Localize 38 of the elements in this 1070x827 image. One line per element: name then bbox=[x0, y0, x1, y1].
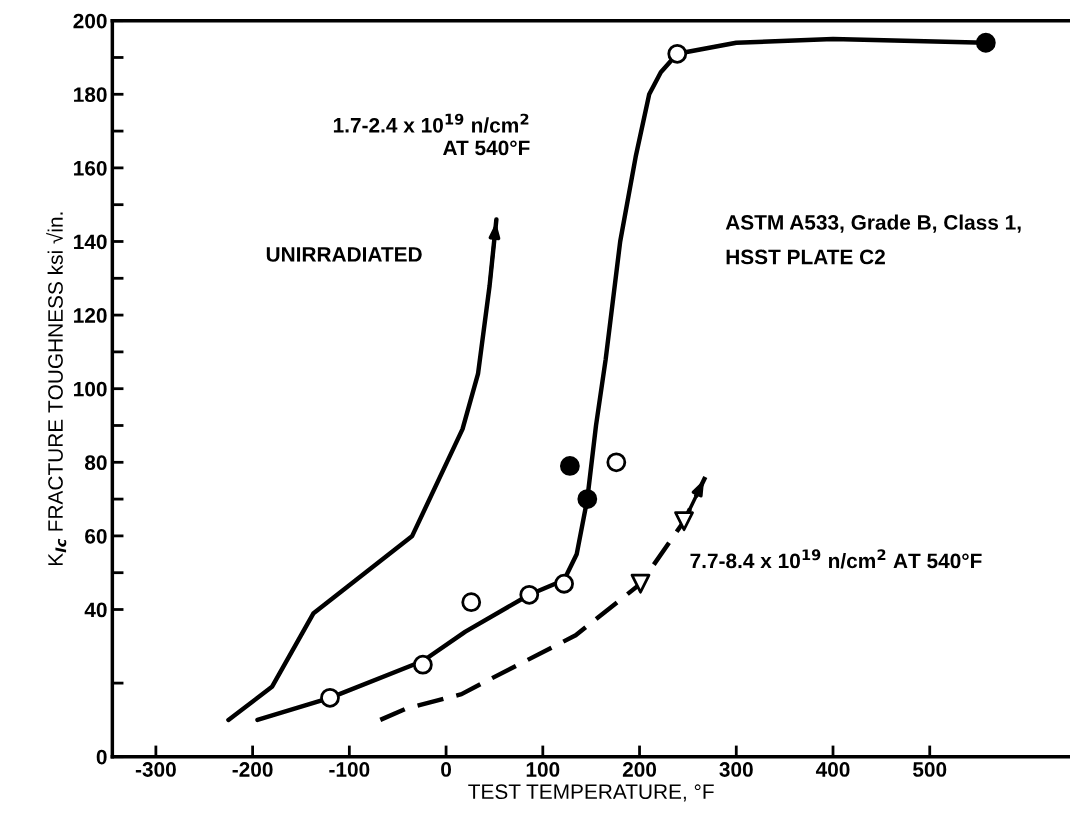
annotation: 7.7-8.4 x 10$^{19}$ n/cm$^{2}$ AT 540°F bbox=[690, 549, 982, 569]
y-tick-label: 60 bbox=[85, 528, 107, 544]
x-tick-label: 300 bbox=[719, 762, 753, 777]
point bbox=[667, 43, 688, 64]
x-tick-label: 0 bbox=[441, 762, 452, 777]
x-tick-label: 500 bbox=[913, 762, 947, 777]
x-tick-label: 100 bbox=[526, 762, 560, 777]
y-tick-label: 160 bbox=[74, 160, 107, 176]
annotation: 1.7-2.4 x 10$^{19}$ n/cm$^{2}$ AT 540°F bbox=[333, 113, 530, 156]
x-tick-label: 400 bbox=[815, 762, 850, 777]
annotation: ASTM A533, Grade B, Class 1, HSST PLATE C2 bbox=[725, 214, 1021, 265]
y-tick-label: 100 bbox=[74, 381, 107, 397]
y-tick-label: 80 bbox=[84, 455, 107, 471]
x-tick-label: -300 bbox=[135, 762, 176, 777]
point bbox=[554, 573, 574, 594]
point bbox=[519, 584, 540, 605]
point bbox=[975, 32, 996, 53]
x-tick-label: 200 bbox=[622, 762, 657, 777]
point bbox=[560, 456, 580, 476]
y-axis-title: K$_{Ic}$ FRACTURE TOUGHNESS ksi √in. bbox=[46, 212, 67, 566]
y-tick-label: 200 bbox=[73, 13, 107, 29]
x-axis-title: TEST TEMPERATURE, °F bbox=[468, 784, 714, 802]
point bbox=[674, 511, 694, 532]
point bbox=[606, 452, 627, 473]
y-tick-label: 40 bbox=[84, 602, 107, 618]
y-tick-label: 140 bbox=[74, 234, 107, 250]
y-tick-label: 0 bbox=[96, 749, 107, 765]
point bbox=[320, 687, 340, 708]
annotation: UNIRRADIATED bbox=[266, 247, 422, 262]
y-tick-label: 120 bbox=[74, 308, 107, 323]
line-series bbox=[226, 217, 499, 723]
point bbox=[630, 573, 651, 594]
x-tick-label: -100 bbox=[329, 762, 370, 777]
y-tick-label: 180 bbox=[74, 87, 107, 103]
x-tick-label: -200 bbox=[232, 762, 273, 777]
point bbox=[577, 489, 598, 509]
point bbox=[412, 654, 433, 675]
point bbox=[461, 592, 482, 613]
